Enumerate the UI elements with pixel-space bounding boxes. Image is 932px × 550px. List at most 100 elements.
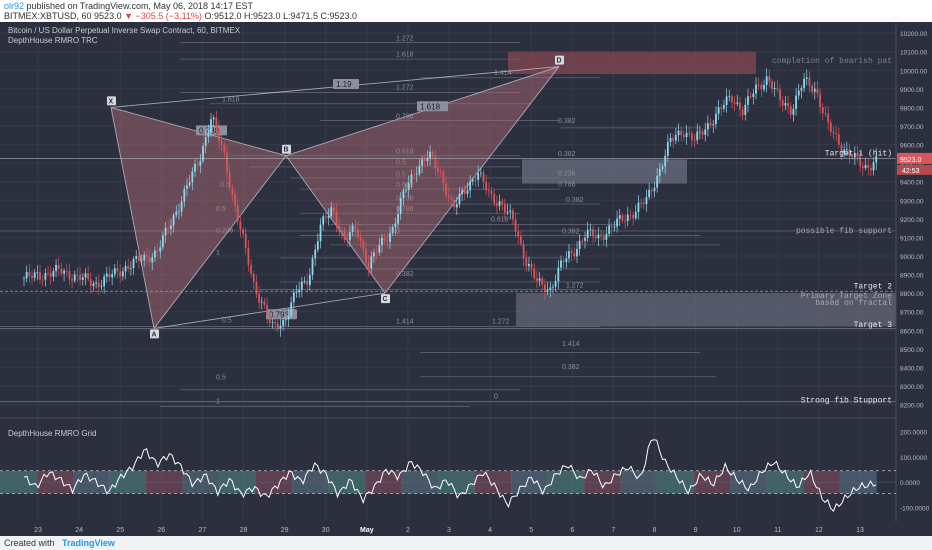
candle-body (669, 138, 672, 143)
candle-body (231, 188, 234, 195)
candle-body (808, 77, 811, 86)
candle-body (477, 173, 480, 180)
candle-body (552, 286, 554, 288)
candle-body (442, 172, 445, 184)
chart-canvas[interactable]: 1.272 1.618 1.414 1.272 1.618 0.786 0.382 0.618… (0, 22, 932, 536)
candle-body (79, 274, 82, 280)
candle-body (33, 272, 36, 278)
candle-body (517, 231, 520, 237)
pattern-point-box (555, 55, 564, 65)
candle-body (658, 168, 661, 176)
candle-body (528, 263, 530, 267)
candle-body (170, 225, 172, 230)
candle-body (276, 323, 279, 330)
candle-body (137, 256, 140, 262)
time-axis[interactable]: 23 24 25 26 27 28 29 30 May 2 3 4 5 6 7 8 9 10 11 12 13 (0, 522, 932, 536)
candle-body (47, 273, 49, 274)
time-axis-bg (0, 522, 932, 536)
price-tick-label: 9800.00 (900, 105, 924, 112)
time-tick-label: 5 (529, 527, 533, 534)
candle-body (744, 104, 747, 115)
candle-body (760, 84, 763, 90)
candle-body (600, 234, 602, 237)
created-with-text: Created with (4, 538, 55, 548)
candle-body (218, 128, 220, 141)
candle-body (757, 84, 760, 86)
candle-body (434, 156, 437, 169)
candle-body (869, 168, 872, 171)
candle-body (188, 182, 191, 186)
candle-body (624, 220, 626, 222)
candle-body (618, 215, 621, 219)
fib-label: 0.382 (558, 118, 576, 125)
candle-body (723, 105, 725, 109)
candle-body (68, 271, 71, 280)
pattern-point-box (150, 329, 159, 339)
candle-body (341, 231, 343, 233)
candle-body (469, 181, 472, 191)
oscillator-legend: DepthHouse RMRO Grid (8, 429, 96, 438)
candle-body (856, 152, 859, 157)
candle-body (787, 103, 789, 107)
candle-body (156, 250, 159, 252)
pattern-point-label: X (109, 98, 114, 105)
candle-body (402, 190, 405, 199)
fib-label: 0.5 (396, 160, 406, 167)
fib-label: 0.236 (558, 171, 576, 178)
fib-label: 1.272 (566, 283, 584, 290)
candle-body (268, 316, 271, 323)
candle-body (322, 216, 325, 225)
candle-body (610, 225, 613, 227)
candle-body (121, 271, 124, 277)
candle-body (44, 273, 47, 280)
fib-label: 0.382 (558, 151, 576, 158)
candle-body (482, 172, 485, 183)
candlestick-series (23, 68, 878, 337)
candle-body (151, 257, 154, 263)
price-tick-label: 8900.00 (900, 273, 924, 280)
candle-body (739, 102, 741, 110)
time-tick-label: 8 (653, 527, 657, 534)
candle-body (375, 252, 378, 254)
candle-body (461, 190, 464, 195)
price-axis[interactable]: 10200.00 10100.00 10000.00 9900.00 9800.00 97… (895, 22, 932, 536)
candle-body (768, 76, 771, 82)
candle-body (533, 268, 536, 279)
candle-body (632, 214, 635, 219)
candle-body (105, 273, 108, 277)
candle-body (421, 159, 423, 166)
candle-body (589, 229, 592, 230)
candle-body (680, 130, 683, 136)
candle-body (773, 87, 776, 90)
candle-body (816, 88, 819, 94)
author-link[interactable]: olr92 (4, 1, 25, 11)
countdown-badge (897, 164, 932, 175)
candle-body (586, 229, 589, 238)
candle-body (25, 272, 28, 279)
candle-body (493, 193, 496, 204)
candle-body (124, 266, 127, 272)
fib-label: 0.382 (566, 197, 584, 204)
candle-body (191, 171, 194, 183)
candle-body (113, 268, 116, 275)
candle-body (848, 149, 851, 157)
candle-body (536, 278, 538, 281)
time-tick-label: 29 (281, 527, 289, 534)
fib-label: 1.414 (562, 341, 580, 348)
target2-label: Target 2 (854, 283, 893, 292)
time-tick-label: 24 (75, 527, 83, 534)
grid-lines (0, 22, 932, 520)
tradingview-logo[interactable]: TradingView (62, 538, 115, 548)
candle-body (677, 130, 680, 136)
candle-body (418, 165, 421, 174)
fib-label: 0.382 (562, 364, 580, 371)
candle-body (212, 117, 215, 120)
candle-body (853, 152, 856, 158)
candle-body (642, 202, 645, 205)
candle-body (530, 263, 533, 269)
candle-body (308, 274, 311, 286)
candle-body (763, 84, 765, 90)
candle-body (407, 183, 410, 190)
pattern-point-box (381, 294, 390, 304)
time-tick-label: 27 (199, 527, 207, 534)
